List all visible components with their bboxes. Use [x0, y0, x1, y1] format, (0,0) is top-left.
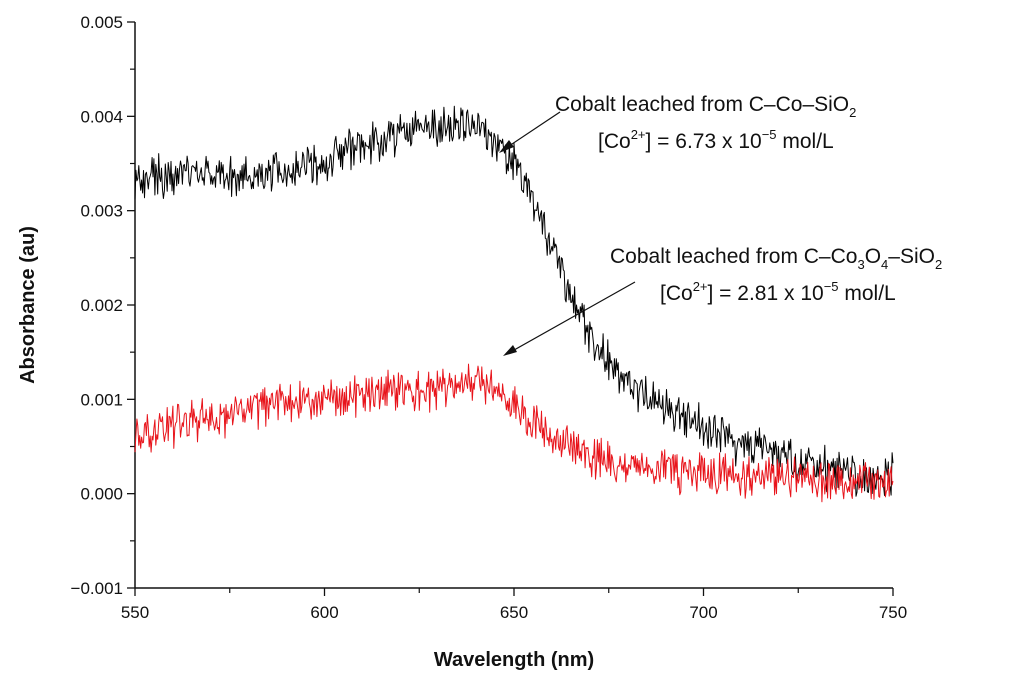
y-axis-title: Absorbance (au): [17, 226, 39, 384]
y-tick-label-0: −0.001: [71, 579, 123, 598]
y-tick-label-2: 0.001: [80, 390, 123, 409]
annotation-red-arrow-head: [503, 345, 517, 356]
x-tick-label-0: 550: [121, 603, 149, 622]
series-line-1: [134, 363, 894, 503]
annotation-black-arrow-line: [502, 111, 561, 151]
annotation-red-arrow-line: [506, 281, 636, 355]
annotation-red-line1: Cobalt leached from C–Co3O4–SiO2: [610, 245, 942, 272]
x-tick-label-4: 750: [879, 603, 907, 622]
annotation-black-arrow-head: [499, 140, 514, 153]
annotation-red-line2: [Co2+] = 2.81 x 10−5 mol/L: [660, 279, 896, 305]
x-tick-label-2: 650: [500, 603, 528, 622]
x-tick-label-3: 700: [689, 603, 717, 622]
annotation-red: Cobalt leached from C–Co3O4–SiO2 [Co2+] …: [503, 245, 942, 356]
y-tick-label-1: 0.000: [80, 485, 123, 504]
y-tick-label-6: 0.005: [80, 13, 123, 32]
y-tick-label-3: 0.002: [80, 296, 123, 315]
y-tick-label-5: 0.004: [80, 107, 123, 126]
tick-group: 550 600 650 700 750 −0.001 0.000 0.001 0.002 0.00…: [71, 13, 908, 622]
annotation-black-line2: [Co2+] = 6.73 x 10−5 mol/L: [598, 127, 834, 153]
y-tick-label-4: 0.003: [80, 202, 123, 221]
x-tick-label-1: 600: [310, 603, 338, 622]
x-axis-title: Wavelength (nm): [434, 649, 594, 671]
annotation-black: Cobalt leached from C–Co–SiO2 [Co2+] = 6…: [499, 93, 856, 153]
annotation-black-line1: Cobalt leached from C–Co–SiO2: [555, 93, 856, 120]
